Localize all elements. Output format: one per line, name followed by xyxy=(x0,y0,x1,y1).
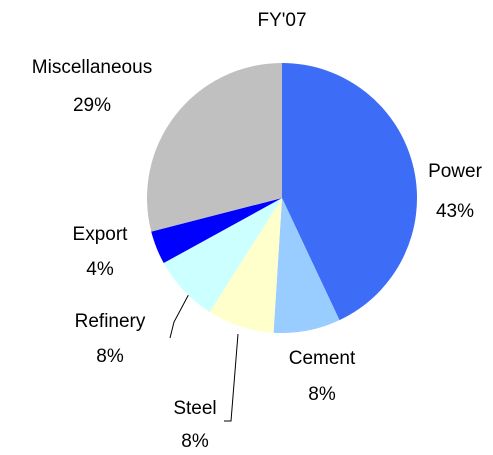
value-label: 4% xyxy=(86,259,114,280)
pie-slice xyxy=(151,198,282,264)
chart-title: FY'07 xyxy=(257,10,306,31)
leader-line xyxy=(224,333,239,422)
slice-label: Miscellaneous xyxy=(32,57,152,78)
value-label: 43% xyxy=(436,201,474,222)
slice-label: Export xyxy=(73,224,129,245)
slice-label: Refinery xyxy=(75,311,146,332)
value-label: 8% xyxy=(308,384,336,405)
pie-slice xyxy=(209,198,282,333)
slice-label: Steel xyxy=(173,398,216,419)
value-label: 8% xyxy=(181,431,209,452)
pie-slice xyxy=(147,63,282,232)
slice-label: Power xyxy=(428,161,483,182)
value-label: 8% xyxy=(96,346,124,367)
pie-slice xyxy=(163,198,282,312)
leader-line xyxy=(169,291,191,339)
slice-label: Cement xyxy=(289,348,356,369)
pie-slice xyxy=(273,198,340,333)
value-label: 29% xyxy=(73,95,111,116)
pie-slice xyxy=(282,63,417,321)
